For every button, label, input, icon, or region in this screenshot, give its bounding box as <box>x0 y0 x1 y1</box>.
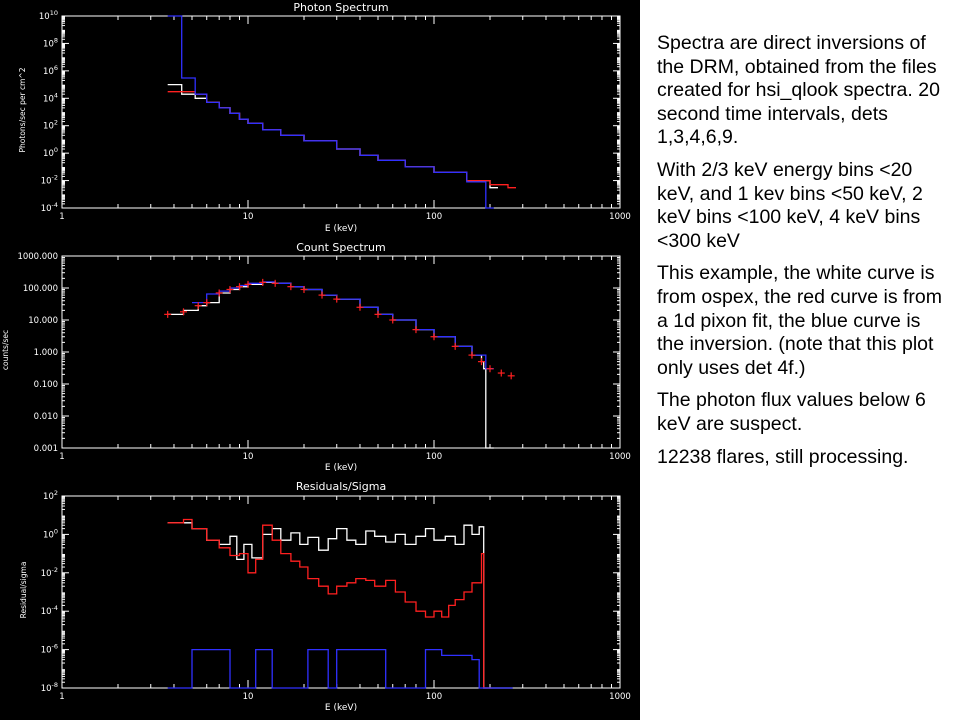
series-line <box>167 15 494 209</box>
residuals-ylabel: Residual/sigma <box>19 562 28 619</box>
y-tick-label: 1000.000 <box>17 252 58 262</box>
y-tick-label: 104 <box>43 91 58 104</box>
y-tick-label: 10-6 <box>41 643 58 656</box>
y-tick-label: 108 <box>43 36 58 49</box>
y-tick-label: 102 <box>43 119 58 132</box>
plot-frame <box>61 495 621 689</box>
y-tick-label: 10-4 <box>41 604 58 617</box>
note-paragraph: Spectra are direct inversions of the DRM… <box>657 32 940 149</box>
y-tick-label: 106 <box>43 64 58 77</box>
x-tick-label: 1 <box>59 212 64 222</box>
plot-area: Photon Spectrum Photons/sec per cm^2 E (… <box>0 0 640 720</box>
x-tick-label: 10 <box>243 452 254 462</box>
x-tick-label: 100 <box>426 452 442 462</box>
photon-marks: 1 10 100 1000 10-4 10-2 100 102 104 106 108 1010 <box>39 9 631 222</box>
x-tick-label: 1 <box>59 452 64 462</box>
plot-frame <box>61 255 621 449</box>
photon-xlabel: E (keV) <box>325 224 357 234</box>
spectra-plots: Photon Spectrum Photons/sec per cm^2 E (… <box>1 1 631 713</box>
photon-title: Photon Spectrum <box>293 1 388 14</box>
y-tick-label: 100 <box>43 527 58 540</box>
y-tick-label: 10.000 <box>28 316 58 326</box>
y-tick-label: 10-4 <box>41 201 58 214</box>
x-tick-label: 100 <box>426 692 442 702</box>
count-spectrum-panel: Count Spectrum counts/sec E (keV) 1 10 100… <box>1 241 631 473</box>
y-tick-label: 0.010 <box>34 412 58 422</box>
y-tick-label: 1.000 <box>34 348 58 358</box>
series-line <box>167 522 513 689</box>
residuals-panel: Residuals/Sigma Residual/sigma E (keV) 1… <box>19 480 631 713</box>
x-tick-label: 1000 <box>609 692 631 702</box>
residuals-marks: 1 10 100 1000 10-8 10-6 10-4 10-2 100 102 <box>41 489 631 702</box>
y-tick-label: 0.100 <box>34 380 58 390</box>
notes-panel: Spectra are direct inversions of the DRM… <box>657 32 947 478</box>
note-paragraph: 12238 flares, still processing. <box>657 445 909 468</box>
y-tick-label: 0.001 <box>34 444 58 454</box>
series-line <box>167 91 516 189</box>
y-tick-label: 10-2 <box>41 174 58 187</box>
series-line <box>192 281 494 370</box>
count-title: Count Spectrum <box>296 241 385 254</box>
residuals-xlabel: E (keV) <box>325 703 357 713</box>
x-tick-label: 1 <box>59 692 64 702</box>
series-line <box>167 281 494 449</box>
series-line <box>167 518 492 689</box>
x-tick-label: 1000 <box>609 212 631 222</box>
note-paragraph: With 2/3 keV energy bins <20 keV, and 1 … <box>657 158 923 252</box>
count-ylabel: counts/sec <box>1 330 10 370</box>
note-paragraph: This example, the white curve is from os… <box>657 262 943 379</box>
y-tick-label: 100 <box>43 146 58 159</box>
y-tick-label: 102 <box>43 489 58 502</box>
x-tick-label: 100 <box>426 212 442 222</box>
count-xlabel: E (keV) <box>325 463 357 473</box>
photon-ylabel: Photons/sec per cm^2 <box>18 67 27 152</box>
y-tick-label: 10-8 <box>41 681 58 694</box>
x-tick-label: 10 <box>243 692 254 702</box>
x-tick-label: 10 <box>243 212 254 222</box>
series-line <box>167 648 513 689</box>
photon-spectrum-panel: Photon Spectrum Photons/sec per cm^2 E (… <box>18 1 631 234</box>
x-tick-label: 1000 <box>609 452 631 462</box>
residuals-title: Residuals/Sigma <box>296 480 386 493</box>
y-tick-label: 100.000 <box>23 284 58 294</box>
plot-frame <box>61 15 621 209</box>
count-marks: 1 10 100 1000 0.001 0.010 0.100 1.000 10.000 100.… <box>17 252 630 462</box>
note-paragraph: The photon flux values below 6 keV are s… <box>657 389 926 435</box>
y-tick-label: 10-2 <box>41 566 58 579</box>
y-tick-label: 1010 <box>39 9 58 22</box>
